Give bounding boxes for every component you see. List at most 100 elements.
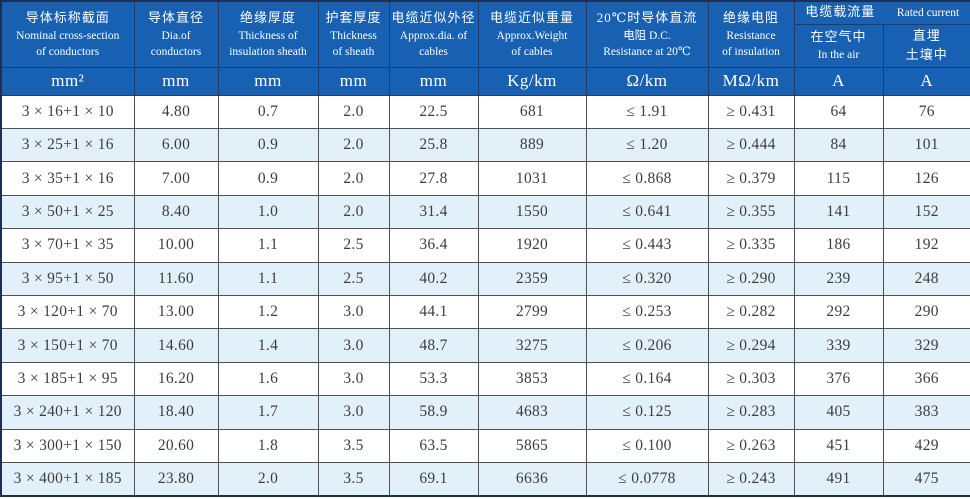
cell-spec: 3 × 150+1 × 70 [0, 328, 135, 363]
cell-current_buried: 475 [882, 461, 970, 497]
cell-sheath_thickness: 3.0 [317, 361, 390, 397]
header-zh-label: 绝缘电阻 [722, 9, 779, 25]
cell-current_in_air: 405 [793, 395, 884, 430]
unit-megohm-per-km: MΩ/km [707, 66, 795, 96]
header-zh-label: 导体直径 [147, 9, 204, 25]
cell-approx_diameter: 22.5 [388, 94, 479, 129]
unit-ohm-per-km: Ω/km [585, 66, 709, 96]
cell-dc_resistance: ≤ 0.443 [585, 228, 709, 263]
cell-approx_weight: 3853 [477, 361, 587, 397]
rated-current-zh-label: 电缆载流量 [805, 4, 876, 20]
table-row: 3 × 150+1 × 70 14.60 1.4 3.0 48.7 3275 ≤ 0.206… [0, 328, 970, 363]
cell-spec: 3 × 16+1 × 10 [0, 94, 135, 129]
cell-current_buried: 248 [882, 261, 970, 296]
table-row: 3 × 95+1 × 50 11.60 1.1 2.5 40.2 2359 ≤ 0.320 ≥… [0, 261, 970, 296]
cell-current_in_air: 491 [793, 461, 884, 497]
cell-diameter: 16.20 [133, 361, 219, 397]
cell-approx_weight: 5865 [477, 428, 587, 463]
header-approx-diameter: 电缆近似外径 Approx.dia. of cables [388, 0, 479, 68]
cell-current_buried: 192 [882, 228, 970, 263]
header-en-label: Dia.of conductors [150, 29, 202, 58]
cell-current_in_air: 339 [793, 328, 884, 363]
cell-insulation_resistance: ≥ 0.335 [707, 228, 795, 263]
header-en-label: Thickness of sheath [330, 29, 377, 58]
header-dc-resistance: 20℃时导体直流 电阻 D.C. Resistance at 20℃ [585, 0, 709, 68]
unit-mm: mm [133, 66, 219, 96]
cell-current_in_air: 292 [793, 294, 884, 330]
cell-approx_diameter: 36.4 [388, 228, 479, 263]
cell-spec: 3 × 185+1 × 95 [0, 361, 135, 397]
cell-current_buried: 383 [882, 395, 970, 430]
cell-insulation_thickness: 1.0 [217, 194, 319, 230]
cell-approx_diameter: 40.2 [388, 261, 479, 296]
header-en-label: Nominal cross-section of conductors [16, 29, 120, 58]
cell-diameter: 13.00 [133, 294, 219, 330]
table-row: 3 × 50+1 × 25 8.40 1.0 2.0 31.4 1550 ≤ 0.641 ≥ … [0, 194, 970, 230]
cell-insulation_resistance: ≥ 0.444 [707, 127, 795, 163]
rated-current-en-label: Rated current [896, 6, 960, 19]
header-insulation-thickness: 绝缘厚度 Thickness of insulation sheath [217, 0, 319, 68]
cell-current_buried: 76 [882, 94, 970, 129]
header-zh-label: 电缆近似外径 [391, 9, 476, 25]
cell-sheath_thickness: 3.0 [317, 294, 390, 330]
cell-diameter: 7.00 [133, 161, 219, 196]
cell-sheath_thickness: 3.5 [317, 428, 390, 463]
cell-dc_resistance: ≤ 0.0778 [585, 461, 709, 497]
header-en-label: Resistance of insulation [722, 29, 780, 58]
cell-insulation_thickness: 1.2 [217, 294, 319, 330]
cell-insulation_thickness: 0.7 [217, 94, 319, 129]
cell-insulation_thickness: 1.4 [217, 328, 319, 363]
header-zh-label: 直埋 土壤中 [905, 27, 948, 62]
header-title-row: 导体标称截面 Nominal cross-section of conducto… [0, 0, 970, 68]
header-zh-label: 在空气中 [810, 29, 867, 45]
header-zh-label: 导体标称截面 [25, 9, 110, 25]
cell-insulation_resistance: ≥ 0.282 [707, 294, 795, 330]
header-current-in-air: 在空气中 In the air [793, 23, 884, 68]
cell-approx_weight: 4683 [477, 395, 587, 430]
cell-sheath_thickness: 2.0 [317, 194, 390, 230]
cell-approx_weight: 1920 [477, 228, 587, 263]
cell-sheath_thickness: 3.0 [317, 328, 390, 363]
cell-sheath_thickness: 3.0 [317, 395, 390, 430]
table-body: 3 × 16+1 × 10 4.80 0.7 2.0 22.5 681 ≤ 1.91 ≥ 0.… [0, 94, 970, 497]
cell-approx_weight: 6636 [477, 461, 587, 497]
table-header: 导体标称截面 Nominal cross-section of conducto… [0, 0, 970, 96]
cell-dc_resistance: ≤ 0.868 [585, 161, 709, 196]
cell-approx_diameter: 25.8 [388, 127, 479, 163]
header-sub-row: 在空气中 In the air 直埋 土壤中 [1, 23, 970, 68]
cell-current_in_air: 115 [793, 161, 884, 196]
table-row: 3 × 25+1 × 16 6.00 0.9 2.0 25.8 889 ≤ 1.20 ≥ 0.… [0, 127, 970, 163]
cell-approx_weight: 681 [477, 94, 587, 129]
cell-approx_diameter: 53.3 [388, 361, 479, 397]
cell-insulation_thickness: 2.0 [217, 461, 319, 497]
cell-approx_diameter: 27.8 [388, 161, 479, 196]
cell-spec: 3 × 35+1 × 16 [0, 161, 135, 196]
cell-spec: 3 × 120+1 × 70 [0, 294, 135, 330]
cell-current_in_air: 64 [793, 94, 884, 129]
cell-sheath_thickness: 2.0 [317, 94, 390, 129]
cell-dc_resistance: ≤ 0.125 [585, 395, 709, 430]
cell-current_in_air: 84 [793, 127, 884, 163]
header-current-buried: 直埋 土壤中 [882, 23, 970, 68]
cell-current_in_air: 239 [793, 261, 884, 296]
table-row: 3 × 16+1 × 10 4.80 0.7 2.0 22.5 681 ≤ 1.91 ≥ 0.… [0, 94, 970, 129]
header-insulation-resistance: 绝缘电阻 Resistance of insulation [707, 0, 795, 68]
unit-mm: mm [388, 66, 479, 96]
cell-diameter: 14.60 [133, 328, 219, 363]
table-row: 3 × 70+1 × 35 10.00 1.1 2.5 36.4 1920 ≤ 0.443 ≥… [0, 228, 970, 263]
header-approx-weight: 电缆近似重量 Approx.Weight of cables [477, 0, 587, 68]
cell-insulation_thickness: 1.1 [217, 228, 319, 263]
cell-sheath_thickness: 2.0 [317, 127, 390, 163]
cell-sheath_thickness: 2.5 [317, 261, 390, 296]
cell-insulation_thickness: 1.7 [217, 395, 319, 430]
cell-dc_resistance: ≤ 1.91 [585, 94, 709, 129]
unit-mm: mm [317, 66, 390, 96]
cell-spec: 3 × 25+1 × 16 [0, 127, 135, 163]
cell-dc_resistance: ≤ 1.20 [585, 127, 709, 163]
cell-sheath_thickness: 2.5 [317, 228, 390, 263]
table-row: 3 × 240+1 × 120 18.40 1.7 3.0 58.9 4683 ≤ 0.12… [0, 395, 970, 430]
cell-spec: 3 × 95+1 × 50 [0, 261, 135, 296]
cell-spec: 3 × 50+1 × 25 [0, 194, 135, 230]
cell-dc_resistance: ≤ 0.320 [585, 261, 709, 296]
